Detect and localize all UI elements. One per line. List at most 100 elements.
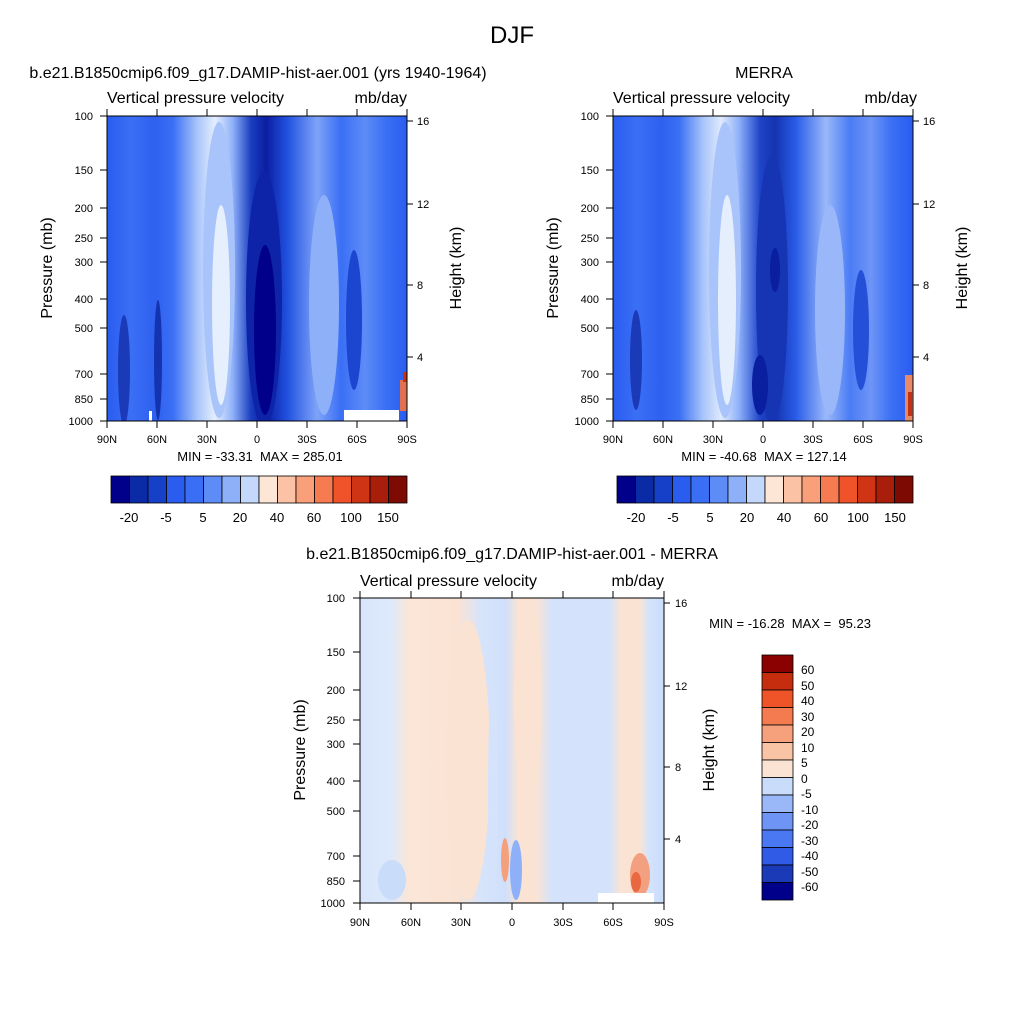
colorbar-label: 50 (801, 679, 815, 693)
panel-obs-y2tick: 16 (923, 116, 935, 128)
colorbar-label: 20 (740, 510, 754, 525)
panel-model-y2tick: 16 (417, 116, 429, 128)
panel-obs-ytick: 150 (581, 165, 599, 177)
panel-diff-y2-ticks: 16 12 8 4 (675, 598, 687, 846)
colorbar-swatch (277, 475, 297, 504)
panel-model-title: b.e21.B1850cmip6.f09_g17.DAMIP-hist-aer.… (29, 65, 486, 82)
panel-model: b.e21.B1850cmip6.f09_g17.DAMIP-hist-aer.… (29, 65, 486, 525)
panel-model-colorbar-labels: -20 -5 5 20 40 60 100 150 (120, 510, 399, 525)
panel-obs-xtick: 30S (803, 434, 823, 446)
panel-model-ytick: 500 (75, 323, 93, 335)
panel-diff-ytick: 850 (327, 876, 345, 888)
panel-model-units-label: mb/day (355, 90, 407, 107)
colorbar-swatch (761, 847, 794, 866)
panel-obs-units-label: mb/day (865, 90, 917, 107)
panel-model-xtick: 60S (347, 434, 367, 446)
panel-diff-y2label: Height (km) (701, 709, 718, 792)
colorbar-label: 40 (801, 694, 815, 708)
panel-diff-x-ticks: 90N 60N 30N 0 30S 60S 90S (350, 917, 674, 929)
panel-obs-xtick: 60N (653, 434, 673, 446)
colorbar-label: -20 (627, 510, 646, 525)
panel-model-ytick: 150 (75, 165, 93, 177)
panel-diff-ytick: 700 (327, 851, 345, 863)
panel-model-ytick: 200 (75, 203, 93, 215)
panel-model-y-ticks: 100 150 200 250 300 400 500 700 850 1000 (69, 111, 93, 428)
colorbar-swatch (129, 475, 149, 504)
colorbar-swatch (761, 777, 794, 796)
colorbar-label: -20 (120, 510, 139, 525)
colorbar-label: -30 (801, 834, 819, 848)
colorbar-swatch (295, 475, 315, 504)
panel-diff-ytick: 250 (327, 715, 345, 727)
colorbar-swatch (166, 475, 186, 504)
panel-obs-ylabel: Pressure (mb) (545, 217, 562, 318)
colorbar-label: 60 (801, 663, 815, 677)
panel-model-y2-ticks: 16 12 8 4 (417, 116, 429, 364)
panel-model-ytick: 250 (75, 233, 93, 245)
colorbar-swatch (838, 475, 858, 504)
colorbar-swatch (761, 812, 794, 831)
colorbar-label: 20 (801, 725, 815, 739)
panel-model-variable-label: Vertical pressure velocity (107, 90, 284, 107)
colorbar-label: 30 (801, 710, 815, 724)
colorbar-swatch (761, 654, 794, 673)
panel-model-xtick: 90S (397, 434, 417, 446)
colorbar-label: 100 (847, 510, 869, 525)
panel-diff-xtick: 30N (451, 917, 471, 929)
panel-diff-y2tick: 4 (675, 834, 681, 846)
panel-obs-ytick: 100 (581, 111, 599, 123)
panel-diff-xtick: 90N (350, 917, 370, 929)
colorbar-label: 100 (340, 510, 362, 525)
panel-model-ytick: 1000 (69, 416, 93, 428)
colorbar-swatch (761, 794, 794, 813)
colorbar-label: 5 (706, 510, 713, 525)
colorbar-swatch (221, 475, 241, 504)
colorbar-swatch (203, 475, 223, 504)
colorbar-swatch (672, 475, 692, 504)
panel-model-colorbar (110, 475, 408, 504)
colorbar-swatch (761, 882, 794, 901)
panel-diff-y2tick: 12 (675, 681, 687, 693)
panel-diff-y2tick: 8 (675, 762, 681, 774)
colorbar-swatch (635, 475, 655, 504)
panel-obs-xtick: 90N (603, 434, 623, 446)
colorbar-label: -40 (801, 849, 819, 863)
panel-model-ytick: 850 (75, 394, 93, 406)
figure-title: DJF (490, 22, 534, 49)
panel-diff-ytick: 400 (327, 776, 345, 788)
panel-obs: MERRA Vertical pressure velocity mb/day … (545, 65, 971, 525)
colorbar-label: 20 (233, 510, 247, 525)
panel-obs-title: MERRA (735, 65, 793, 82)
panel-obs-ytick: 850 (581, 394, 599, 406)
panel-diff-y-ticks: 100 150 200 250 300 400 500 700 850 1000 (321, 593, 345, 910)
colorbar-label: 5 (199, 510, 206, 525)
panel-model-ytick: 400 (75, 294, 93, 306)
panel-obs-y2tick: 4 (923, 352, 929, 364)
panel-diff-ytick: 300 (327, 739, 345, 751)
panel-obs-field (613, 116, 913, 421)
panel-model-ytick: 300 (75, 257, 93, 269)
panel-obs-y2tick: 12 (923, 199, 935, 211)
panel-obs-ytick: 200 (581, 203, 599, 215)
panel-model-x-ticks: 90N 60N 30N 0 30S 60S 90S (97, 434, 417, 446)
colorbar-label: -5 (160, 510, 172, 525)
colorbar-swatch (746, 475, 766, 504)
panel-diff: b.e21.B1850cmip6.f09_g17.DAMIP-hist-aer.… (292, 546, 871, 929)
colorbar-swatch (690, 475, 710, 504)
colorbar-swatch (761, 707, 794, 726)
panel-model-xtick: 30S (297, 434, 317, 446)
panel-diff-colorbar-labels: 60 50 40 30 20 10 5 0 -5 -10 -20 -30 -40… (801, 663, 819, 894)
panel-diff-xtick: 0 (509, 917, 515, 929)
panel-diff-units-label: mb/day (612, 573, 664, 590)
panel-diff-y2tick: 16 (675, 598, 687, 610)
panel-diff-ytick: 1000 (321, 898, 345, 910)
panel-model-ylabel: Pressure (mb) (39, 217, 56, 318)
panel-diff-ytick: 200 (327, 685, 345, 697)
colorbar-swatch (761, 689, 794, 708)
colorbar-label: 40 (270, 510, 284, 525)
panel-model-xtick: 90N (97, 434, 117, 446)
colorbar-swatch (761, 864, 794, 883)
colorbar-swatch (894, 475, 914, 504)
panel-model-ytick: 100 (75, 111, 93, 123)
colorbar-swatch (764, 475, 784, 504)
